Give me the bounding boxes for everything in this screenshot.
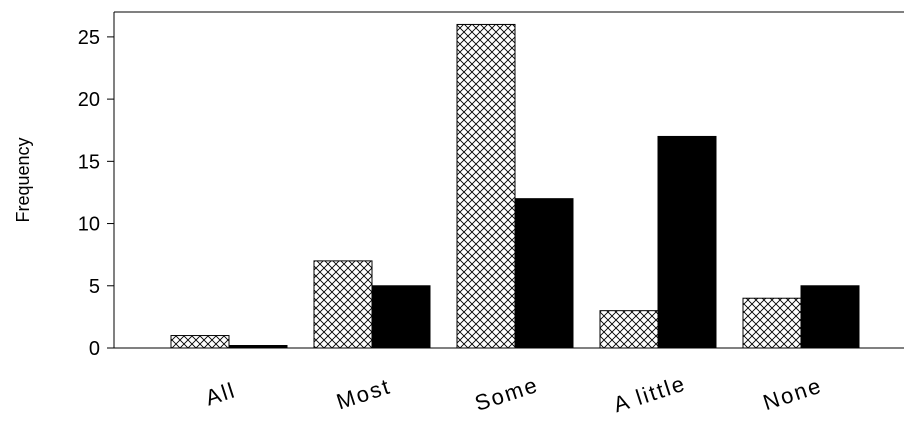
bar-hatched: [599, 310, 659, 349]
bar-solid: [800, 285, 860, 349]
x-tick-label: All: [202, 377, 239, 410]
x-tick-label: Some: [472, 372, 542, 416]
bar-solid: [657, 135, 717, 349]
bar-hatched: [456, 23, 516, 349]
bar-solid: [514, 198, 574, 349]
bars: [170, 23, 860, 349]
y-tick-label: 5: [89, 276, 100, 298]
y-tick-label: 15: [78, 151, 100, 173]
y-tick-label: 25: [78, 27, 100, 49]
x-tick-label: Most: [333, 373, 394, 414]
y-axis-label: Frequency: [13, 137, 33, 222]
y-tick-label: 20: [78, 89, 100, 111]
x-tick-labels: All Most Some A little None: [202, 370, 825, 417]
bar-hatched: [170, 335, 230, 349]
bar-solid: [371, 285, 431, 349]
y-tick-label: 0: [89, 338, 100, 360]
y-tick-label: 10: [78, 214, 100, 236]
x-tick-label: None: [760, 373, 825, 416]
axes: [113, 11, 904, 349]
x-tick-label: A little: [610, 370, 689, 417]
bar-hatched: [313, 260, 373, 349]
y-ticks: 0 5 10 15 20 25: [78, 27, 114, 360]
bar-hatched: [742, 297, 802, 349]
